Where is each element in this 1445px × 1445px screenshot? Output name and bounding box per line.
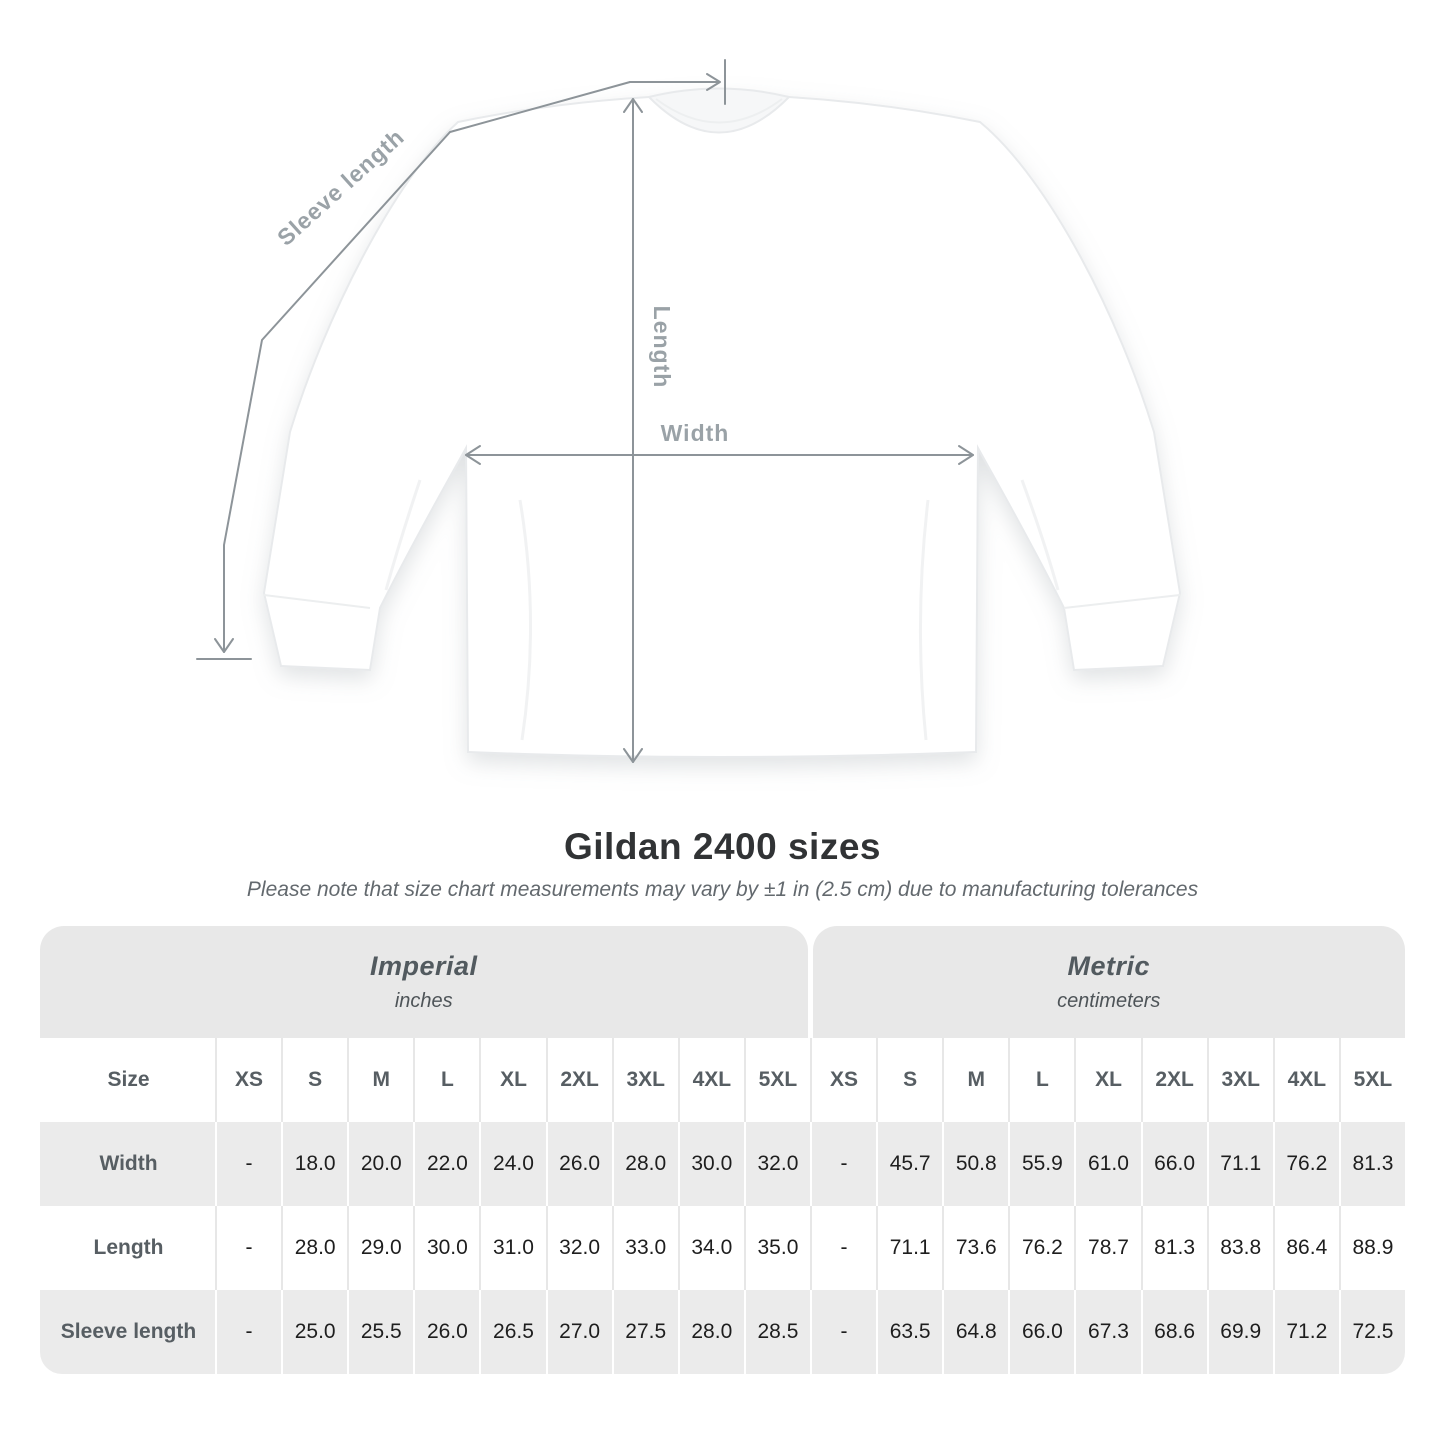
value-cell: 86.4 bbox=[1272, 1206, 1339, 1290]
size-header-cell: 3XL bbox=[1206, 1038, 1273, 1122]
shirt-illustration bbox=[262, 87, 1182, 758]
row-label: Length bbox=[40, 1206, 215, 1290]
value-cell: 26.0 bbox=[413, 1290, 480, 1374]
size-header-cell: M bbox=[347, 1038, 414, 1122]
value-cell: 71.2 bbox=[1272, 1290, 1339, 1374]
value-cell: - bbox=[810, 1290, 877, 1374]
size-header-cell: 2XL bbox=[1140, 1038, 1207, 1122]
value-cell: 30.0 bbox=[413, 1206, 480, 1290]
value-cell: - bbox=[810, 1122, 877, 1206]
sleeve-measure-line bbox=[223, 81, 631, 653]
value-cell: 66.0 bbox=[1140, 1122, 1207, 1206]
value-cell: 61.0 bbox=[1074, 1122, 1141, 1206]
value-cell: 25.0 bbox=[281, 1290, 348, 1374]
row-label: Width bbox=[40, 1122, 215, 1206]
metric-unit-header: Metric centimeters bbox=[812, 926, 1405, 1038]
size-header-cell: 2XL bbox=[545, 1038, 612, 1122]
unit-header-band: Imperial inches Metric centimeters bbox=[40, 926, 1405, 1038]
value-cell: 73.6 bbox=[942, 1206, 1009, 1290]
width-label: Width bbox=[661, 420, 730, 446]
value-cell: 32.0 bbox=[545, 1206, 612, 1290]
size-header-cell: XL bbox=[1074, 1038, 1141, 1122]
value-cell: 28.5 bbox=[743, 1290, 810, 1374]
value-cell: 88.9 bbox=[1338, 1206, 1405, 1290]
page-title: Gildan 2400 sizes bbox=[563, 826, 881, 867]
size-column-header: Size bbox=[40, 1038, 215, 1122]
value-cell: 32.0 bbox=[743, 1122, 810, 1206]
imperial-label: Imperial bbox=[369, 951, 478, 981]
length-label: Length bbox=[649, 306, 675, 389]
value-cell: 18.0 bbox=[281, 1122, 348, 1206]
value-cell: 76.2 bbox=[1272, 1122, 1339, 1206]
size-header-cell: M bbox=[942, 1038, 1009, 1122]
value-cell: 33.0 bbox=[611, 1206, 678, 1290]
size-header-cell: L bbox=[413, 1038, 480, 1122]
value-cell: 22.0 bbox=[413, 1122, 480, 1206]
value-cell: 63.5 bbox=[876, 1290, 943, 1374]
value-cell: 45.7 bbox=[876, 1122, 943, 1206]
size-header-cell: S bbox=[876, 1038, 943, 1122]
size-header-cell: XS bbox=[810, 1038, 877, 1122]
value-cell: 76.2 bbox=[1008, 1206, 1075, 1290]
size-header-cell: XS bbox=[215, 1038, 282, 1122]
value-cell: 83.8 bbox=[1206, 1206, 1273, 1290]
value-cell: 27.0 bbox=[545, 1290, 612, 1374]
value-cell: - bbox=[215, 1122, 282, 1206]
value-cell: 30.0 bbox=[677, 1122, 744, 1206]
value-cell: 35.0 bbox=[743, 1206, 810, 1290]
value-cell: 67.3 bbox=[1074, 1290, 1141, 1374]
shirt-diagram-svg: Sleeve length Length Width bbox=[196, 59, 1182, 763]
value-cell: 26.5 bbox=[479, 1290, 546, 1374]
value-cell: 28.0 bbox=[677, 1290, 744, 1374]
size-header-cell: 3XL bbox=[611, 1038, 678, 1122]
value-cell: 28.0 bbox=[281, 1206, 348, 1290]
collar bbox=[647, 87, 791, 134]
value-cell: 69.9 bbox=[1206, 1290, 1273, 1374]
size-header-cell: S bbox=[281, 1038, 348, 1122]
size-header-cell: 5XL bbox=[743, 1038, 810, 1122]
value-cell: 71.1 bbox=[1206, 1122, 1273, 1206]
value-cell: 31.0 bbox=[479, 1206, 546, 1290]
metric-sublabel: centimeters bbox=[1057, 990, 1161, 1012]
value-cell: 29.0 bbox=[347, 1206, 414, 1290]
value-cell: 64.8 bbox=[942, 1290, 1009, 1374]
value-cell: - bbox=[810, 1206, 877, 1290]
size-chart-table: Imperial inches Metric centimeters Size … bbox=[40, 926, 1405, 1374]
value-cell: 27.5 bbox=[611, 1290, 678, 1374]
value-cell: 66.0 bbox=[1008, 1290, 1075, 1374]
row-label: Sleeve length bbox=[40, 1290, 215, 1374]
measurement-lines bbox=[196, 59, 974, 763]
size-header-cell: L bbox=[1008, 1038, 1075, 1122]
value-cell: - bbox=[215, 1206, 282, 1290]
size-header-cell: XL bbox=[479, 1038, 546, 1122]
value-cell: 50.8 bbox=[942, 1122, 1009, 1206]
size-header-cell: 5XL bbox=[1338, 1038, 1405, 1122]
value-cell: 55.9 bbox=[1008, 1122, 1075, 1206]
imperial-sublabel: inches bbox=[394, 990, 453, 1012]
size-header-cell: 4XL bbox=[1272, 1038, 1339, 1122]
value-cell: 28.0 bbox=[611, 1122, 678, 1206]
value-cell: 34.0 bbox=[677, 1206, 744, 1290]
value-cell: 68.6 bbox=[1140, 1290, 1207, 1374]
value-cell: 78.7 bbox=[1074, 1206, 1141, 1290]
value-cell: 72.5 bbox=[1338, 1290, 1405, 1374]
value-cell: 25.5 bbox=[347, 1290, 414, 1374]
size-grid: Size XS S M L XL 2XL 3XL 4XL 5XL XS S M … bbox=[40, 1038, 1405, 1374]
value-cell: 26.0 bbox=[545, 1122, 612, 1206]
value-cell: 81.3 bbox=[1338, 1122, 1405, 1206]
value-cell: 81.3 bbox=[1140, 1206, 1207, 1290]
metric-label: Metric bbox=[1067, 951, 1151, 981]
value-cell: 71.1 bbox=[876, 1206, 943, 1290]
value-cell: 24.0 bbox=[479, 1122, 546, 1206]
tolerance-note: Please note that size chart measurements… bbox=[246, 878, 1199, 901]
imperial-unit-header: Imperial inches bbox=[40, 926, 808, 1038]
shirt-measurement-diagram: Sleeve length Length Width bbox=[196, 59, 1182, 763]
value-cell: 20.0 bbox=[347, 1122, 414, 1206]
value-cell: - bbox=[215, 1290, 282, 1374]
size-header-cell: 4XL bbox=[677, 1038, 744, 1122]
